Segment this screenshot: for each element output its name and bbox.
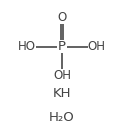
Text: OH: OH [88, 40, 106, 53]
Text: KH: KH [53, 87, 71, 100]
Text: OH: OH [53, 69, 71, 82]
Text: O: O [57, 11, 67, 24]
Text: HO: HO [18, 40, 36, 53]
Text: H₂O: H₂O [49, 111, 75, 124]
Text: P: P [58, 40, 66, 53]
